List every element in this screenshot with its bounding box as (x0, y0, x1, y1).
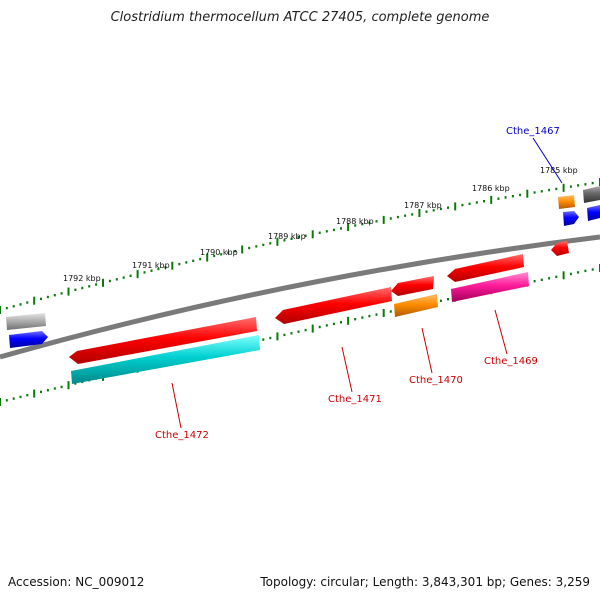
tick-label: 1787 kbp (404, 201, 442, 210)
gene-arrow[interactable] (558, 195, 575, 209)
cds-features (69, 317, 257, 364)
gene-label-cthe-1472[interactable]: Cthe_1472 (155, 430, 209, 441)
leader-line (421, 327, 433, 374)
gene-arrow[interactable] (563, 211, 579, 226)
gene-arrow-cthe-1472[interactable] (71, 335, 260, 384)
gene-arrow-cthe-1469[interactable] (451, 272, 529, 302)
reverse-features (71, 272, 529, 384)
gene-arrow[interactable] (9, 331, 48, 348)
gene-leader-lines (171, 137, 563, 429)
gene-arrow-cthe-1471[interactable] (275, 287, 392, 324)
gene-arrow[interactable] (583, 186, 600, 203)
map-title: Clostridium thermocellum ATCC 27405, com… (110, 10, 490, 25)
topology-text: Topology: circular; Length: 3,843,301 bp… (260, 575, 590, 589)
gene-arrow[interactable] (551, 241, 569, 256)
tick-label: 1785 kbp (540, 166, 578, 175)
leader-line (494, 309, 508, 355)
gene-label-cthe-1469[interactable]: Cthe_1469 (484, 356, 538, 367)
gene-labels: Cthe_1472 Cthe_1471 Cthe_1470 Cthe_1469 … (155, 126, 560, 441)
tick-label: 1789 kbp (268, 232, 306, 241)
gene-arrow[interactable] (587, 205, 600, 221)
gene-arrow-cthe-1470[interactable] (394, 294, 438, 317)
leader-line (171, 382, 182, 429)
kbp-labels: 1792 kbp 1791 kbp 1790 kbp 1789 kbp 1788… (63, 166, 578, 283)
gene-arrow-cthe-1472-cds[interactable] (69, 317, 257, 364)
leader-line (532, 137, 563, 184)
gene-arrow[interactable] (447, 254, 524, 282)
tick-label: 1790 kbp (200, 248, 238, 257)
gene-label-cthe-1470[interactable]: Cthe_1470 (409, 375, 463, 386)
forward-features (6, 186, 600, 348)
tick-label: 1786 kbp (472, 184, 510, 193)
leader-line (341, 346, 353, 393)
tick-label: 1792 kbp (63, 274, 101, 283)
gene-arrow[interactable] (391, 276, 434, 296)
tick-label: 1788 kbp (336, 217, 374, 226)
gene-label-cthe-1471[interactable]: Cthe_1471 (328, 394, 382, 405)
genome-backbone (0, 234, 600, 360)
tick-label: 1791 kbp (132, 261, 170, 270)
accession-text: Accession: NC_009012 (8, 575, 145, 589)
upper-tick-ring (0, 178, 600, 314)
gene-arrow[interactable] (6, 313, 46, 330)
gene-label-cthe-1467[interactable]: Cthe_1467 (506, 126, 560, 137)
